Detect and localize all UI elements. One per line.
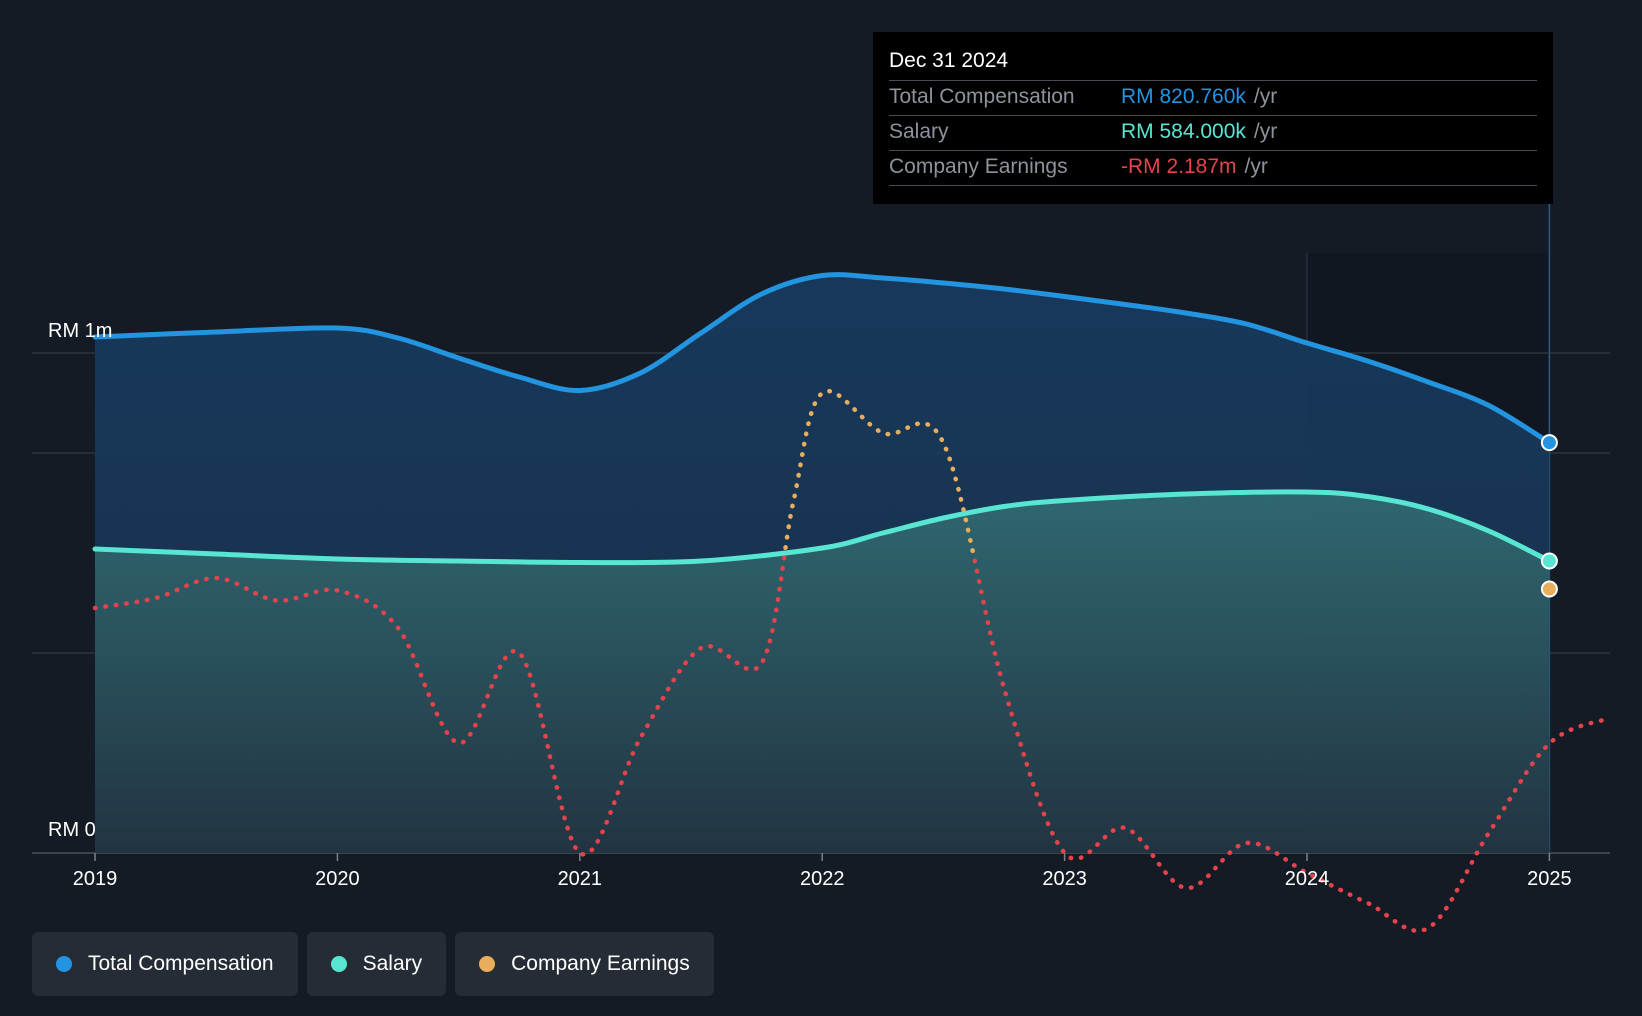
tooltip-value: RM 820.760k — [1121, 85, 1246, 108]
legend-dot-icon — [330, 956, 347, 972]
company-earnings-line — [782, 388, 976, 553]
tooltip-row-salary: Salary RM 584.000k /yr — [889, 115, 1537, 150]
legend-label: Company Earnings — [511, 952, 690, 975]
legend-label: Total Compensation — [88, 952, 274, 975]
legend-item-total-compensation[interactable]: Total Compensation — [32, 932, 298, 996]
tooltip: Dec 31 2024 Total Compensation RM 820.76… — [873, 32, 1553, 204]
tooltip-unit: /yr — [1244, 155, 1268, 178]
tooltip-unit: /yr — [1253, 120, 1278, 143]
x-tick-label: 2025 — [1527, 868, 1572, 890]
x-tick-label: 2023 — [1042, 868, 1087, 890]
legend-dot-icon — [56, 956, 72, 972]
y-axis-top-label: RM 1m — [48, 320, 112, 342]
tooltip-unit: /yr — [1253, 85, 1278, 108]
x-tick-label: 2021 — [558, 868, 603, 890]
company-earnings-line-negative — [92, 553, 1613, 933]
total-compensation-line — [92, 272, 1552, 446]
tooltip-value: -RM 2.187m — [1121, 155, 1237, 178]
legend-dot-icon — [479, 956, 496, 972]
tooltip-label: Salary — [889, 120, 949, 143]
tooltip-label: Company Earnings — [889, 155, 1068, 178]
salary-area — [95, 491, 1550, 853]
tooltip-value: RM 584.000k — [1121, 120, 1246, 143]
salary-marker — [1540, 552, 1558, 570]
tooltip-label: Total Compensation — [889, 85, 1075, 108]
tooltip-row-company-earnings: Company Earnings -RM 2.187m /yr — [889, 150, 1537, 186]
legend: Total Compensation Salary Company Earnin… — [32, 932, 714, 996]
legend-label: Salary — [362, 952, 423, 975]
y-axis-bottom-label: RM 0 — [48, 819, 96, 841]
tooltip-date: Dec 31 2024 — [889, 49, 1009, 72]
x-tick-label: 2024 — [1285, 868, 1330, 890]
legend-item-salary[interactable]: Salary — [306, 932, 447, 996]
legend-item-company-earnings[interactable]: Company Earnings — [455, 932, 714, 996]
company-earnings-marker — [1540, 580, 1558, 598]
x-tick-label: 2019 — [73, 868, 118, 890]
x-tick-label: 2022 — [800, 868, 845, 890]
salary-line — [92, 489, 1552, 566]
total-compensation-marker — [1540, 434, 1558, 452]
tooltip-row-total-compensation: Total Compensation RM 820.760k /yr — [889, 80, 1537, 115]
x-tick-label: 2020 — [315, 868, 360, 890]
